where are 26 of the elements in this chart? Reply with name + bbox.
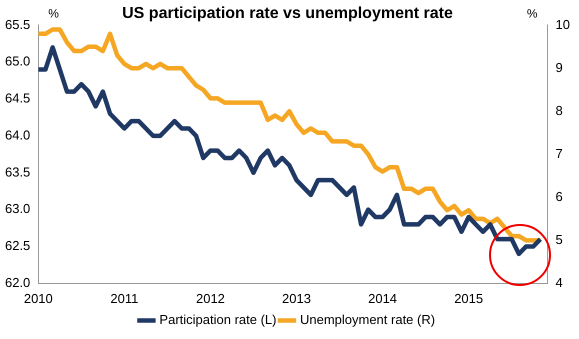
y2-tick-label: 10 — [556, 16, 570, 32]
y-tick-label: 64.5 — [4, 90, 30, 106]
x-tick-label: 2013 — [282, 290, 311, 306]
y2-tick-label: 9 — [556, 60, 563, 75]
legend-label: Participation rate (L) — [159, 312, 276, 328]
x-tick-label: 2010 — [24, 290, 53, 306]
y2-tick-label: 7 — [556, 146, 563, 161]
y2-tick-label: 6 — [556, 188, 563, 204]
chart-title: US participation rate vs unemployment rate — [122, 5, 453, 22]
x-tick-label: 2015 — [454, 290, 484, 306]
y2-axis-title: % — [526, 6, 538, 20]
x-tick-label: 2011 — [110, 290, 138, 306]
x-tick-label: 2012 — [196, 290, 225, 306]
y-tick-label: 63.5 — [4, 164, 30, 180]
y2-tick-label: 4 — [556, 274, 563, 290]
y-tick-label: 62.0 — [4, 274, 30, 290]
legend-label: Unemployment rate (R) — [300, 312, 436, 328]
y-tick-label: 65.0 — [4, 54, 30, 69]
y-tick-label: 63.0 — [4, 201, 30, 216]
y2-tick-label: 8 — [556, 102, 563, 118]
y-tick-label: 62.5 — [4, 238, 30, 254]
x-tick-label: 2014 — [368, 290, 398, 306]
y-axis-title: % — [48, 6, 60, 20]
y2-tick-label: 5 — [556, 232, 563, 247]
y-tick-label: 65.5 — [4, 16, 30, 32]
y-tick-label: 64.0 — [4, 127, 30, 142]
